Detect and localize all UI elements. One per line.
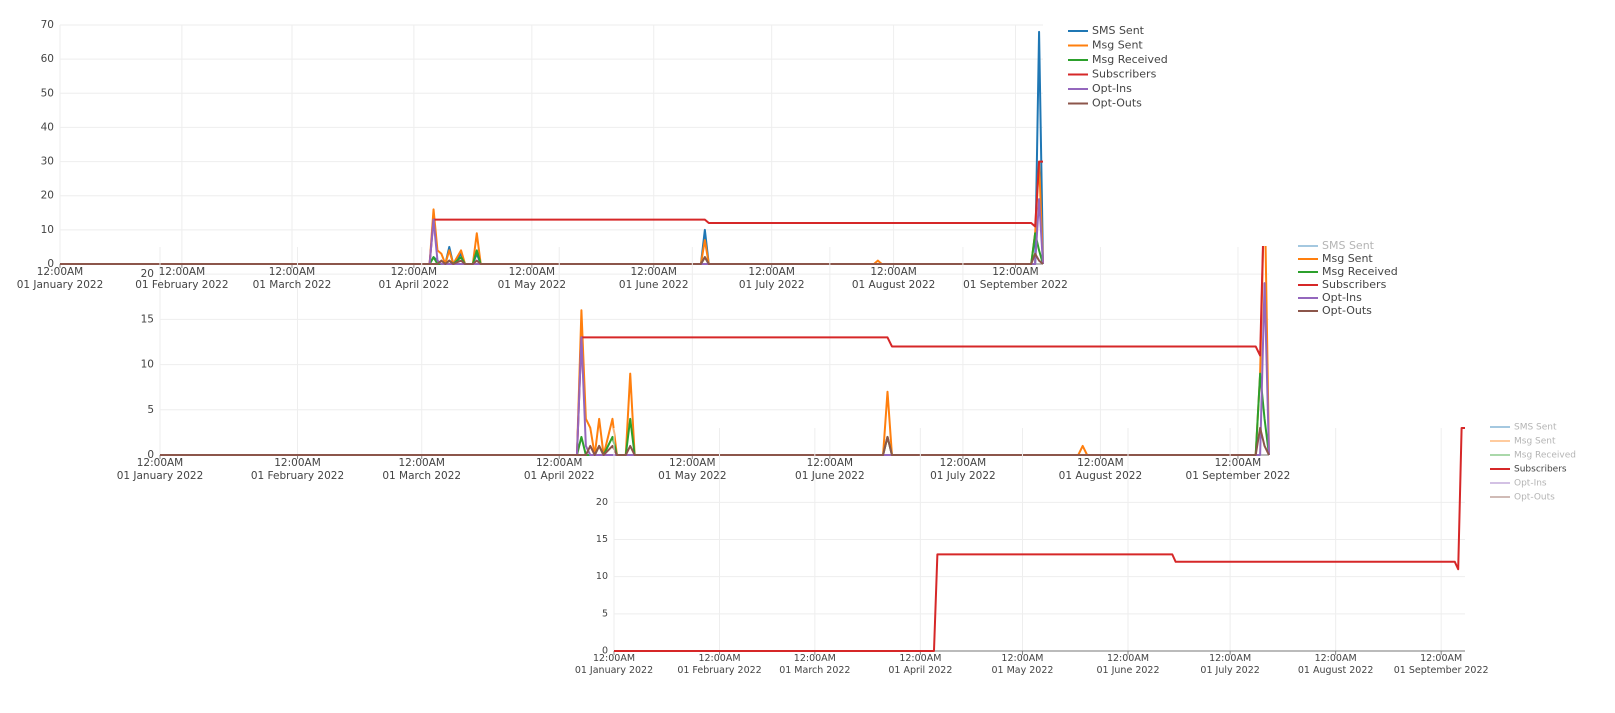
x-tick-label: 12:00AM 01 March 2022 — [252, 266, 332, 291]
legend-label[interactable]: Msg Sent — [1092, 39, 1143, 52]
series-line — [60, 252, 1044, 265]
series-line — [160, 426, 1270, 456]
x-tick-label: 12:00AM 01 August 2022 — [1058, 457, 1143, 482]
y-tick-label: 70 — [41, 19, 54, 31]
y-tick-label: 5 — [147, 404, 154, 416]
legend-label[interactable]: Opt-Ins — [1322, 291, 1362, 304]
x-tick-label: 12:00AM 01 January 2022 — [574, 653, 654, 676]
legend-label[interactable]: Opt-Outs — [1322, 304, 1372, 317]
x-tick-label: 12:00AM 01 July 2022 — [1200, 653, 1260, 676]
x-tick-label: 12:00AM 01 May 2022 — [658, 457, 727, 482]
y-tick-label: 10 — [596, 571, 608, 582]
y-tick-label: 5 — [602, 608, 608, 619]
legend-label[interactable]: Subscribers — [1092, 68, 1157, 81]
x-tick-label: 12:00AM 01 July 2022 — [930, 457, 996, 482]
chart: 0 5 10 15 20 SMS Sent Msg Sent Msg Received Subs… — [596, 423, 1576, 657]
y-tick-label: 0 — [602, 646, 608, 657]
y-tick-label: 30 — [41, 156, 54, 168]
x-tick-label: 12:00AM 01 April 2022 — [378, 266, 450, 291]
x-tick-label: 12:00AM 01 September 2022 — [1185, 457, 1291, 482]
x-tick-label: 12:00AM 01 January 2022 — [16, 266, 104, 291]
legend-label[interactable]: Msg Sent — [1322, 252, 1373, 265]
x-tick-label: 12:00AM 01 March 2022 — [382, 457, 462, 482]
y-tick-label: 10 — [41, 224, 54, 236]
x-tick-label: 12:00AM 01 August 2022 — [851, 266, 936, 291]
lines — [160, 246, 1270, 456]
x-tick-label: 12:00AM 01 September 2022 — [963, 266, 1068, 291]
x-tick-label: 12:00AM 01 June 2022 — [1096, 653, 1160, 676]
series-line — [60, 30, 1044, 265]
series-line — [160, 282, 1270, 456]
series-line — [160, 246, 1264, 456]
legend-label[interactable]: SMS Sent — [1514, 423, 1557, 433]
y-tick-label: 50 — [41, 87, 54, 99]
legend-label[interactable]: Msg Received — [1514, 451, 1576, 461]
legend-label[interactable]: Opt-Ins — [1092, 82, 1132, 95]
y-tick-label: 60 — [41, 53, 54, 65]
legend-label[interactable]: SMS Sent — [1322, 239, 1375, 252]
x-tick-label: 12:00AM 01 August 2022 — [1297, 653, 1374, 676]
legend-label[interactable]: Msg Received — [1322, 265, 1398, 278]
x-tick-label: 12:00AM 01 March 2022 — [779, 653, 851, 676]
y-tick-label: 40 — [41, 121, 54, 133]
x-tick-label: 12:00AM 01 February 2022 — [250, 457, 345, 482]
series-line — [60, 232, 1044, 265]
legend-label[interactable]: Opt-Ins — [1514, 479, 1547, 489]
x-tick-label: 12:00AM 01 May 2022 — [497, 266, 567, 291]
legend-label[interactable]: Msg Sent — [1514, 437, 1556, 447]
x-tick-label: 12:00AM 01 July 2022 — [738, 266, 805, 291]
series-line — [614, 427, 1465, 652]
x-tick-label: 12:00AM 01 February 2022 — [135, 266, 229, 291]
x-tick-label: 12:00AM 01 April 2022 — [523, 457, 595, 482]
x-tick-label: 12:00AM 01 January 2022 — [116, 457, 204, 482]
y-tick-label: 0 — [47, 258, 54, 270]
y-tick-label: 15 — [141, 313, 154, 325]
series-line — [60, 160, 1044, 265]
legend-label[interactable]: Opt-Outs — [1092, 97, 1142, 110]
lines — [614, 427, 1465, 652]
legend-label[interactable]: Msg Received — [1092, 53, 1168, 66]
y-tick-label: 15 — [596, 534, 608, 545]
legend-label[interactable]: SMS Sent — [1092, 24, 1145, 37]
y-tick-label: 20 — [41, 190, 54, 202]
x-tick-label: 12:00AM 01 February 2022 — [677, 653, 762, 676]
series-line — [60, 198, 1044, 265]
y-tick-label: 20 — [596, 497, 608, 508]
y-tick-label: 0 — [147, 449, 154, 461]
legend-label[interactable]: Opt-Outs — [1514, 493, 1555, 503]
x-tick-label: 12:00AM 01 June 2022 — [618, 266, 689, 291]
x-tick-label: 12:00AM 01 May 2022 — [991, 653, 1054, 676]
y-tick-label: 10 — [141, 359, 154, 371]
series-line — [160, 372, 1270, 456]
x-tick-label: 12:00AM 01 June 2022 — [795, 457, 865, 482]
series-line — [60, 160, 1043, 265]
legend-label[interactable]: Subscribers — [1322, 278, 1387, 291]
x-tick-label: 12:00AM 01 September 2022 — [1393, 653, 1489, 676]
lines — [60, 30, 1044, 265]
y-tick-label: 20 — [141, 268, 154, 280]
legend-label[interactable]: Subscribers — [1514, 465, 1567, 475]
x-tick-label: 12:00AM 01 April 2022 — [888, 653, 953, 676]
